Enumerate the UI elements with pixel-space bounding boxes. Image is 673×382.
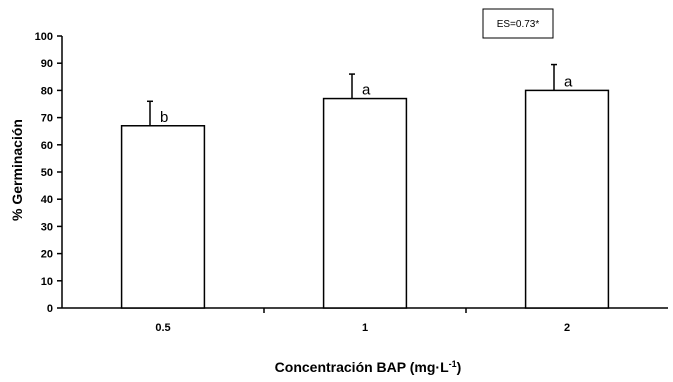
annotation-box: ES=0.73* — [482, 8, 554, 39]
y-tick-label: 10 — [41, 276, 53, 288]
y-tick-label: 70 — [41, 113, 53, 125]
y-tick-label: 60 — [41, 140, 53, 152]
bar — [322, 97, 408, 309]
x-tick-label: 1 — [362, 322, 368, 334]
bar — [524, 89, 610, 309]
bar — [120, 125, 206, 309]
y-tick-label: 0 — [47, 303, 53, 315]
y-tick-label: 80 — [41, 85, 53, 97]
significance-letter: a — [362, 82, 371, 99]
significance-letter: a — [564, 73, 573, 90]
x-axis-title-superscript: -1 — [449, 359, 457, 369]
y-tick-label: 100 — [35, 31, 53, 43]
annotation-text: ES=0.73* — [497, 19, 540, 30]
x-axis-title-end: ) — [457, 359, 462, 375]
x-tick-label: 2 — [564, 322, 570, 334]
x-axis-title: Concentración BAP (mg·L-1) — [275, 359, 462, 375]
bars — [120, 89, 610, 309]
error-bars — [147, 63, 557, 126]
significance-letters: b a a — [160, 73, 573, 125]
significance-letter: b — [160, 109, 168, 126]
y-axis-title: % Germinación — [9, 119, 25, 221]
y-axis: 0 10 20 30 40 50 60 70 80 90 100 — [35, 31, 63, 315]
y-tick-label: 20 — [41, 249, 53, 261]
y-tick-label: 50 — [41, 167, 53, 179]
x-axis-title-main: Concentración BAP (mg·L — [275, 359, 449, 375]
y-tick-label: 30 — [41, 221, 53, 233]
x-axis: 0.5 1 2 — [62, 307, 668, 334]
y-tick-label: 90 — [41, 58, 53, 70]
y-tick-label: 40 — [41, 194, 53, 206]
x-tick-label: 0.5 — [155, 322, 170, 334]
